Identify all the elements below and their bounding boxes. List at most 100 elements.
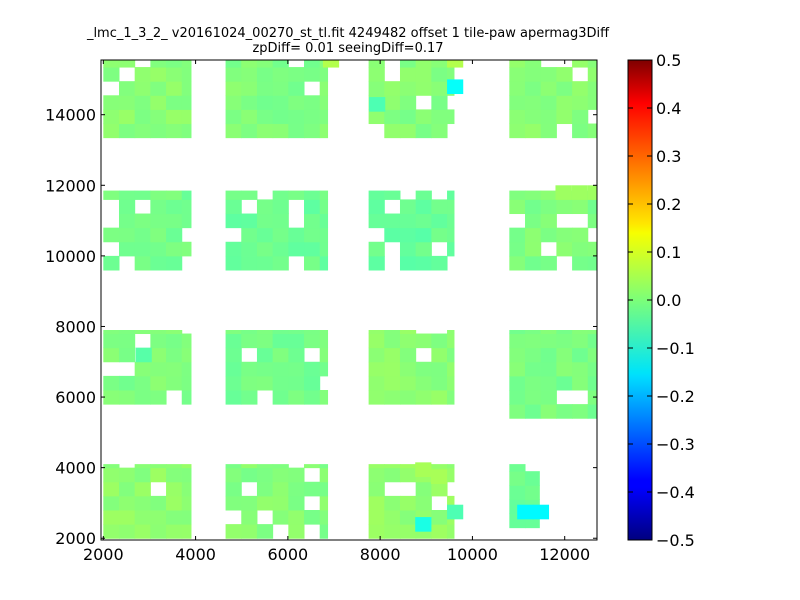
heatmap-cell: [525, 375, 542, 391]
heatmap-cell: [540, 390, 557, 405]
heatmap-cell: [304, 330, 321, 335]
heatmap-cell: [368, 524, 385, 539]
heatmap-cell: [118, 109, 136, 125]
heatmap-cell: [118, 333, 136, 349]
heatmap-cell: [118, 190, 136, 200]
heatmap-cell: [399, 95, 417, 110]
heatmap-outlier-cell: [415, 517, 432, 532]
heatmap-cell: [572, 241, 589, 257]
heatmap-cell: [118, 510, 136, 525]
heatmap-cell: [103, 347, 120, 363]
heatmap-cell: [256, 81, 274, 96]
heatmap-cell: [272, 109, 289, 125]
heatmap-cell: [150, 241, 167, 257]
heatmap-cell: [540, 81, 557, 96]
heatmap-cell: [509, 485, 526, 500]
heatmap-cell: [225, 375, 242, 391]
heatmap-cell: [272, 347, 289, 363]
heatmap-cell: [272, 375, 289, 391]
heatmap-cell: [288, 495, 305, 511]
heatmap-cell: [556, 361, 573, 377]
heatmap-cell: [181, 481, 192, 497]
heatmap-cell: [319, 213, 329, 229]
heatmap-cell: [415, 361, 432, 377]
heatmap-cell: [304, 67, 321, 82]
heatmap-cell: [587, 255, 597, 271]
heatmap-cell: [256, 330, 274, 335]
heatmap-cell: [319, 524, 329, 539]
heatmap-cell: [181, 81, 192, 96]
heatmap-cell: [256, 123, 274, 139]
heatmap-cell: [540, 330, 557, 335]
heatmap-cell: [431, 67, 448, 82]
heatmap-cell: [150, 109, 167, 125]
heatmap-cell: [241, 330, 258, 335]
heatmap-cell: [399, 81, 417, 96]
heatmap-cell: [304, 227, 321, 243]
heatmap-cell: [399, 227, 417, 243]
heatmap-cell: [150, 213, 167, 229]
heatmap-cell: [166, 67, 183, 82]
heatmap-outlier-cell: [430, 469, 448, 485]
heatmap-cell: [118, 347, 136, 363]
heatmap-cell: [181, 190, 192, 200]
heatmap-cell: [103, 333, 120, 349]
heatmap-cell: [509, 347, 526, 363]
heatmap-cell: [304, 361, 321, 377]
heatmap-cell: [509, 95, 526, 110]
heatmap-cell: [431, 390, 448, 405]
heatmap-cell: [134, 213, 151, 229]
heatmap-cell: [304, 190, 321, 200]
heatmap-cell: [225, 467, 242, 483]
heatmap-cell: [241, 213, 258, 229]
y-tick-label: 14000: [45, 106, 96, 125]
heatmap-cell: [256, 60, 274, 68]
y-tick-label: 12000: [45, 176, 96, 195]
heatmap-cell: [319, 361, 329, 377]
heatmap-cell: [118, 390, 136, 405]
heatmap-cell: [166, 109, 183, 125]
heatmap-cell: [134, 123, 151, 139]
heatmap-cell: [431, 464, 448, 469]
heatmap-cell: [272, 81, 289, 96]
heatmap-cell: [288, 510, 305, 525]
heatmap-cell: [181, 467, 192, 483]
heatmap-cell: [272, 467, 289, 483]
heatmap-cell: [415, 255, 432, 271]
heatmap-cell: [540, 190, 557, 200]
heatmap-cell: [587, 375, 597, 391]
heatmap-cell: [181, 95, 192, 110]
heatmap-cell: [166, 375, 183, 391]
heatmap-cell: [572, 227, 589, 243]
heatmap-cell: [272, 510, 289, 525]
y-tick-label: 2000: [55, 529, 96, 548]
heatmap-cell: [431, 375, 448, 391]
heatmap-cell: [118, 467, 136, 483]
heatmap-cell: [256, 241, 274, 257]
heatmap-cell: [118, 199, 136, 215]
heatmap-cell: [431, 123, 448, 139]
heatmap-cell: [319, 241, 329, 257]
heatmap-cell: [509, 199, 526, 215]
heatmap-cell: [540, 109, 557, 125]
heatmap-cell: [304, 510, 321, 525]
heatmap-cell: [525, 199, 542, 215]
heatmap-cell: [288, 330, 305, 335]
heatmap-cell: [368, 333, 385, 349]
heatmap-cell: [272, 390, 289, 405]
heatmap-cell: [525, 330, 542, 335]
heatmap-cell: [415, 109, 432, 125]
heatmap-cell: [241, 81, 258, 96]
colorbar-tick-label: −0.4: [656, 483, 695, 502]
heatmap-cell: [103, 510, 120, 525]
heatmap-cell: [288, 241, 305, 257]
heatmap-cell: [181, 109, 192, 125]
heatmap-cell: [181, 67, 192, 82]
heatmap-cell: [525, 190, 542, 200]
heatmap-cell: [225, 109, 242, 125]
heatmap-cell: [225, 464, 242, 469]
heatmap-cell: [384, 109, 401, 125]
heatmap-cell: [150, 375, 167, 391]
heatmap-cell: [181, 213, 192, 229]
heatmap-cell: [225, 390, 242, 405]
